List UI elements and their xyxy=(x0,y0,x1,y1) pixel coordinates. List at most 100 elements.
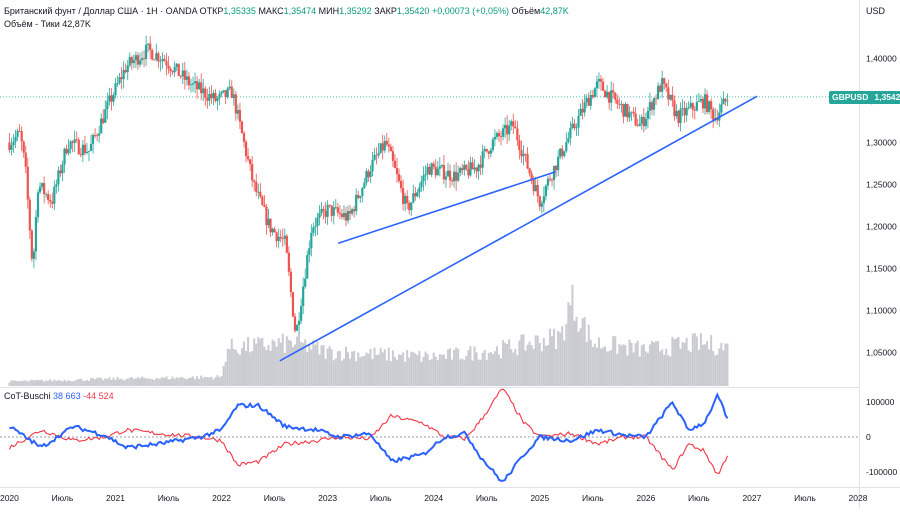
candle-body xyxy=(612,90,615,93)
volume-bar xyxy=(559,332,562,386)
volume-bar xyxy=(538,342,541,386)
volume-bar xyxy=(524,350,527,386)
candle-body xyxy=(575,127,578,129)
x-tick-label: Июль xyxy=(582,493,604,503)
candle-body xyxy=(91,135,95,144)
candle-body xyxy=(118,77,121,84)
candle-body xyxy=(253,180,256,182)
currency-label[interactable]: USD xyxy=(866,6,886,16)
candle-body xyxy=(485,148,488,152)
volume-bar xyxy=(220,376,223,386)
candle-body xyxy=(246,156,250,160)
candle-body xyxy=(43,183,46,195)
volume-bar xyxy=(644,351,647,386)
candle-body xyxy=(361,187,364,197)
volume-bar xyxy=(604,346,607,386)
trendlines[interactable] xyxy=(279,95,758,362)
ohlc-МИН: МИН1,35292 xyxy=(318,6,372,16)
volume-bar xyxy=(218,377,221,386)
volume-bar xyxy=(45,380,48,386)
candle-body xyxy=(302,286,305,307)
volume-bar xyxy=(126,378,129,386)
volume-bar xyxy=(455,347,458,386)
candle-body xyxy=(371,159,374,172)
volume-bar xyxy=(110,379,113,386)
candle-body xyxy=(434,166,437,176)
candle-body xyxy=(693,109,696,111)
volume-bar xyxy=(22,380,25,386)
candle-body xyxy=(155,53,158,60)
candle-body xyxy=(153,59,156,61)
candle-body xyxy=(261,196,264,205)
volume-bar xyxy=(679,348,682,386)
candle-body xyxy=(420,181,423,188)
candle-body xyxy=(699,98,703,102)
candle-body xyxy=(210,93,213,99)
volume-bar xyxy=(347,352,350,386)
volume-bar xyxy=(298,333,301,386)
candle-body xyxy=(654,98,658,100)
volume-bar xyxy=(412,351,415,386)
volume-value: 42,87K xyxy=(540,6,569,16)
indicator-legend[interactable]: CoT-Buschi 38 663 -44 524 xyxy=(4,391,114,401)
candle-body xyxy=(326,204,329,217)
volume-bar xyxy=(683,342,686,386)
volume-bar xyxy=(28,380,31,386)
volume-bar xyxy=(210,376,213,386)
volume-bar xyxy=(573,320,576,386)
candle-body xyxy=(663,78,666,84)
candle-body xyxy=(185,76,188,80)
volume-bar xyxy=(18,381,21,386)
volume-bar xyxy=(473,346,476,386)
volume-bar xyxy=(620,345,623,386)
volume-bar xyxy=(712,350,715,386)
volume-bar xyxy=(371,359,374,386)
candle-body xyxy=(338,212,341,214)
candle-body xyxy=(18,131,21,132)
candle-body xyxy=(218,93,221,99)
volume-bar xyxy=(648,344,651,386)
volume-bar xyxy=(636,340,639,386)
volume-bar xyxy=(271,339,274,386)
candle-body xyxy=(57,170,60,185)
volume-bar xyxy=(147,378,150,386)
volume-bar xyxy=(667,355,670,386)
volume-bar xyxy=(357,352,360,386)
candle-body xyxy=(169,68,172,72)
candle-body xyxy=(104,109,107,123)
volume-bar xyxy=(47,380,50,386)
volume-bar xyxy=(404,361,407,386)
volume-bar xyxy=(169,378,172,386)
volume-bar xyxy=(279,342,282,386)
candle-body xyxy=(71,141,74,143)
candle-body xyxy=(206,97,209,101)
volume-bar xyxy=(391,350,394,386)
candle-body xyxy=(230,86,233,99)
volume-bar xyxy=(583,317,586,386)
candle-body xyxy=(569,128,572,139)
volume-bar xyxy=(120,378,123,386)
candle-body xyxy=(224,90,227,97)
candle-body xyxy=(442,165,446,180)
volume-bar xyxy=(287,339,290,386)
indicator-name: CoT-Buschi xyxy=(4,391,51,401)
volume-bar xyxy=(255,343,258,386)
volume-bar xyxy=(63,379,66,386)
volume-bar xyxy=(249,352,252,386)
candle-body xyxy=(559,148,562,157)
ohlc-МАКС: МАКС1,35474 xyxy=(258,6,317,16)
volume-bar xyxy=(418,350,421,386)
volume-bar xyxy=(261,337,264,386)
volume-bar xyxy=(467,350,470,386)
candle-body xyxy=(557,156,560,171)
volume-bar xyxy=(365,352,368,386)
volume-bar xyxy=(283,352,286,386)
candle-body xyxy=(518,140,521,151)
volume-bar xyxy=(308,344,311,386)
candle-body xyxy=(277,236,280,242)
volume-legend[interactable]: Объём - Тики 42,87K xyxy=(4,19,91,29)
candle-body xyxy=(638,123,641,127)
candle-body xyxy=(251,164,254,181)
